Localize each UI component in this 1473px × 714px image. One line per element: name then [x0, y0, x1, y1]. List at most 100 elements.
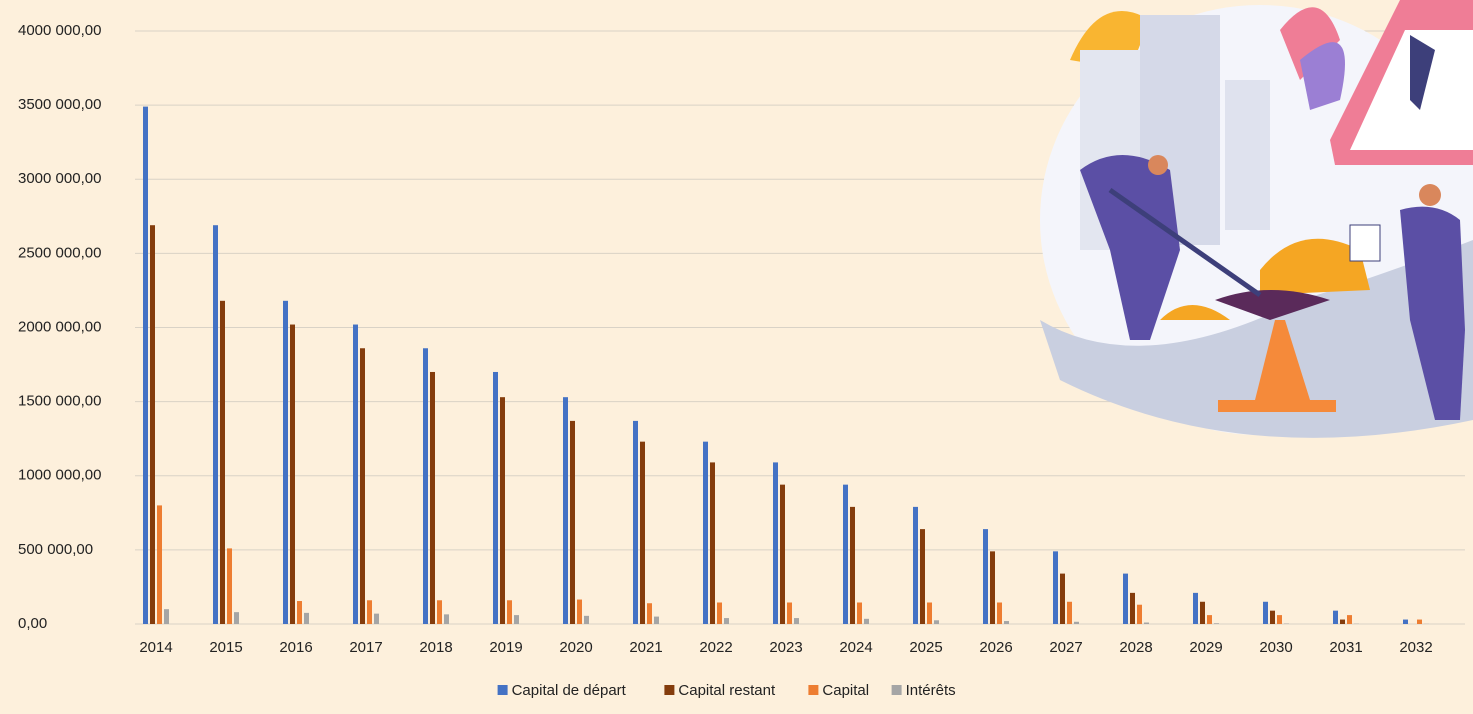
bar	[787, 603, 792, 624]
bar	[983, 529, 988, 624]
bar	[1214, 623, 1219, 624]
x-tick-label: 2015	[209, 639, 242, 656]
bar	[234, 612, 239, 624]
bar	[710, 462, 715, 624]
bar	[773, 462, 778, 624]
bar	[1060, 574, 1065, 624]
bar	[500, 397, 505, 624]
bar	[1123, 574, 1128, 624]
worker-head	[1148, 155, 1168, 175]
x-tick-label: 2023	[769, 639, 802, 656]
y-tick-label: 0,00	[18, 615, 47, 632]
bar	[1074, 622, 1079, 624]
bar	[374, 614, 379, 624]
bar	[654, 617, 659, 624]
bar	[990, 551, 995, 624]
clipboard	[1350, 225, 1380, 261]
bar	[437, 600, 442, 624]
bar	[360, 348, 365, 624]
bar	[857, 603, 862, 624]
bar	[1347, 615, 1352, 624]
bar	[640, 442, 645, 624]
page: 0,00500 000,001000 000,001500 000,002000…	[0, 0, 1473, 709]
x-tick-label: 2021	[629, 639, 662, 656]
bar	[514, 615, 519, 624]
bar	[1144, 623, 1149, 624]
bar	[1263, 602, 1268, 624]
x-tick-label: 2026	[979, 639, 1012, 656]
bar	[430, 372, 435, 624]
cone-base	[1218, 400, 1336, 412]
bar	[213, 225, 218, 624]
bar	[570, 421, 575, 624]
bar	[1200, 602, 1205, 624]
bar	[304, 613, 309, 624]
legend-swatch	[808, 685, 818, 695]
bar	[1193, 593, 1198, 624]
x-tick-label: 2028	[1119, 639, 1152, 656]
y-tick-label: 1500 000,00	[18, 393, 101, 410]
x-tick-label: 2014	[139, 639, 172, 656]
bar	[227, 548, 232, 624]
bar	[423, 348, 428, 624]
bar	[843, 485, 848, 624]
y-tick-label: 3500 000,00	[18, 96, 101, 113]
bar	[577, 600, 582, 624]
x-tick-label: 2032	[1399, 639, 1432, 656]
bar	[864, 619, 869, 624]
bar	[353, 325, 358, 624]
y-tick-label: 2500 000,00	[18, 244, 101, 261]
bar	[633, 421, 638, 624]
x-tick-label: 2029	[1189, 639, 1222, 656]
bar	[780, 485, 785, 624]
bar	[507, 600, 512, 624]
bar	[927, 603, 932, 624]
bar	[283, 301, 288, 624]
bar	[717, 603, 722, 624]
x-tick-label: 2018	[419, 639, 452, 656]
legend-label: Intérêts	[906, 682, 956, 699]
bar	[913, 507, 918, 624]
building	[1225, 80, 1270, 230]
bar	[920, 529, 925, 624]
x-tick-label: 2030	[1259, 639, 1292, 656]
x-tick-label: 2016	[279, 639, 312, 656]
bar	[703, 442, 708, 624]
bar	[1270, 611, 1275, 624]
x-tick-label: 2025	[909, 639, 942, 656]
bar	[290, 325, 295, 624]
y-tick-label: 2000 000,00	[18, 318, 101, 335]
legend-label: Capital restant	[678, 682, 776, 699]
bar	[850, 507, 855, 624]
bar	[150, 225, 155, 624]
bar	[584, 616, 589, 624]
bar	[934, 620, 939, 624]
x-tick-label: 2027	[1049, 639, 1082, 656]
bar	[1207, 615, 1212, 624]
bar	[367, 600, 372, 624]
bar	[794, 618, 799, 624]
legend-label: Capital	[822, 682, 869, 699]
bar	[297, 601, 302, 624]
bar	[997, 603, 1002, 624]
bar	[1053, 551, 1058, 624]
legend-swatch	[892, 685, 902, 695]
bar	[1004, 621, 1009, 624]
y-tick-label: 3000 000,00	[18, 170, 101, 187]
bar	[1137, 605, 1142, 624]
worker-head	[1419, 184, 1441, 206]
bar	[1403, 620, 1408, 624]
x-tick-label: 2022	[699, 639, 732, 656]
bar	[1340, 620, 1345, 624]
bar	[143, 107, 148, 624]
bar	[1333, 611, 1338, 624]
legend-label: Capital de départ	[512, 682, 627, 699]
x-tick-label: 2019	[489, 639, 522, 656]
y-tick-label: 500 000,00	[18, 541, 93, 558]
bar	[1417, 620, 1422, 624]
y-tick-label: 4000 000,00	[18, 22, 101, 39]
bar	[647, 603, 652, 624]
bar	[493, 372, 498, 624]
legend-swatch	[498, 685, 508, 695]
bar	[563, 397, 568, 624]
